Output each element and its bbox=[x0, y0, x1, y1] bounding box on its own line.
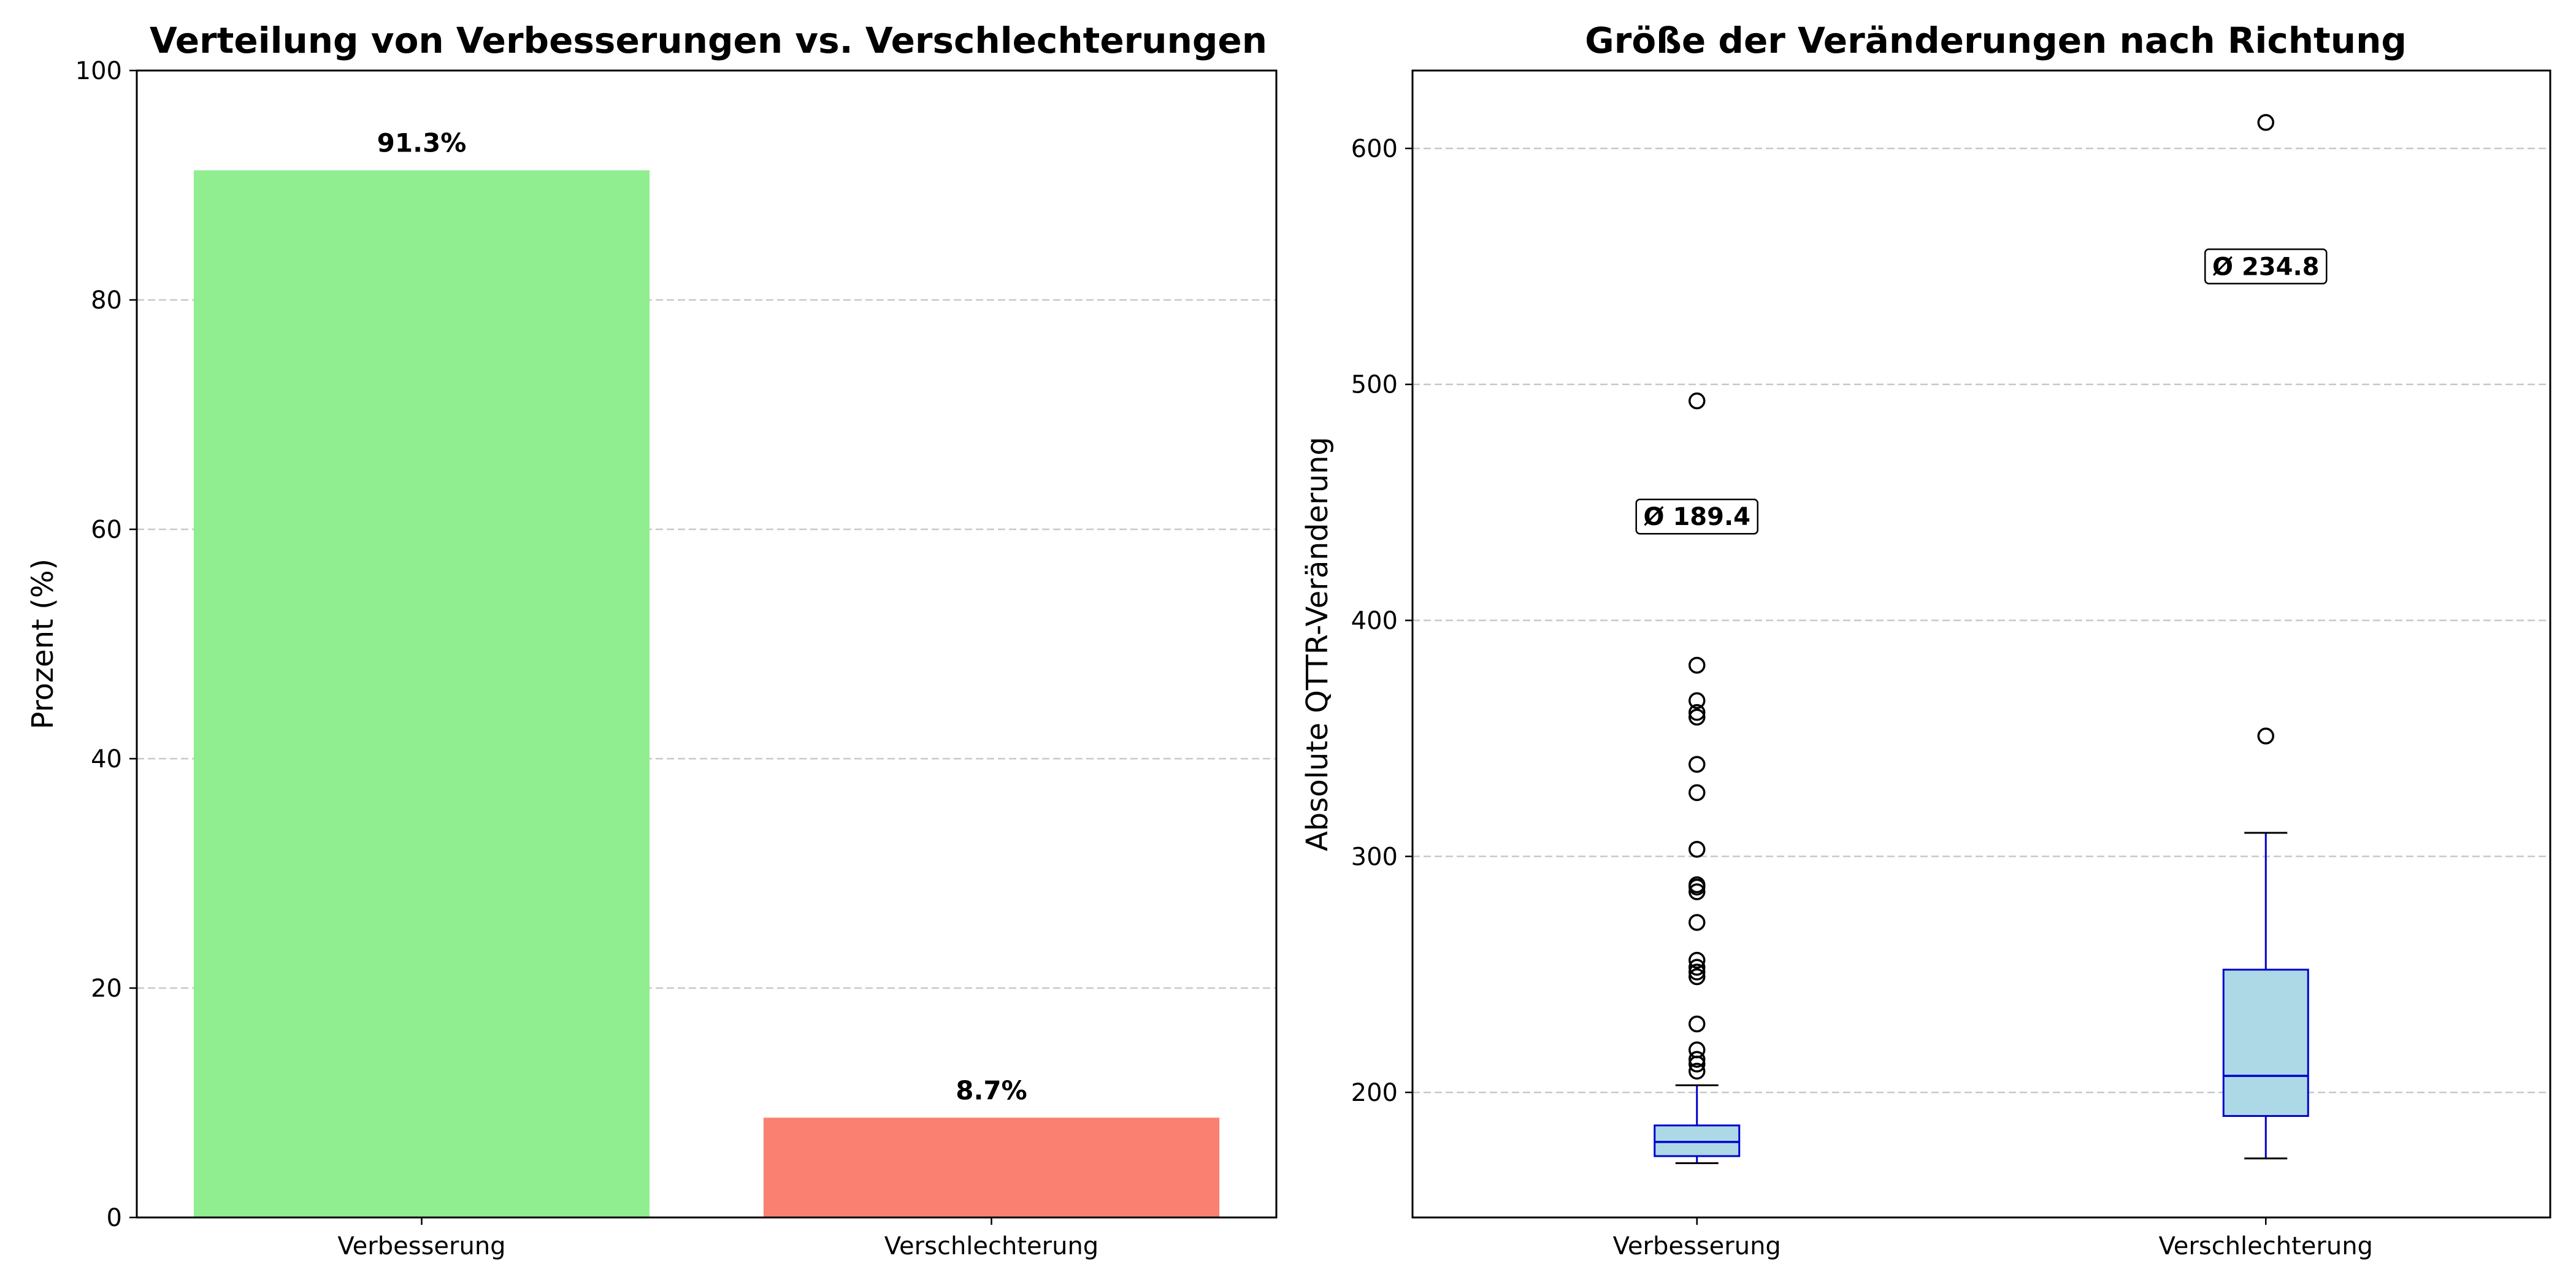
box-outlier-verbesserung-14 bbox=[1689, 784, 1706, 802]
bar-plot-frame bbox=[136, 69, 1278, 1219]
box-outlier-verbesserung-9 bbox=[1689, 914, 1706, 931]
bar-chart-title: Verteilung von Verbesserungen vs. Versch… bbox=[150, 20, 1267, 61]
box-marks: Ø 189.4 Ø 234.8 bbox=[1635, 113, 2328, 1165]
bar-y-ticks: 0 20 40 60 80 100 bbox=[75, 57, 137, 1232]
box-x-ticks: Verbesserung Verschlechterung bbox=[1613, 1217, 2373, 1260]
box-y-axis-label: Absolute QTTR-Veränderung bbox=[1300, 437, 1335, 851]
box-outlier-verbesserung-18 bbox=[1689, 692, 1706, 710]
bar-ytick-label-20: 20 bbox=[91, 975, 122, 1003]
box-outlier-verbesserung-3 bbox=[1689, 1041, 1706, 1059]
box-chart: Größe der Veränderungen nach Richtung Ø … bbox=[1300, 20, 2551, 1260]
box-outlier-verbesserung-19 bbox=[1689, 656, 1706, 674]
box-xtick-label-verbesserung: Verbesserung bbox=[1613, 1232, 1781, 1260]
box-iqr-verschlechterung bbox=[2222, 968, 2309, 1117]
box-outlier-verschlechterung-1 bbox=[2257, 113, 2274, 131]
box-outlier-verbesserung-17 bbox=[1689, 703, 1706, 721]
box-gridlines bbox=[1413, 147, 2550, 1094]
box-outlier-verschlechterung-0 bbox=[2257, 727, 2274, 745]
box-outlier-verbesserung-16 bbox=[1689, 708, 1706, 726]
box-outlier-verbesserung-8 bbox=[1689, 951, 1706, 969]
box-outlier-verbesserung-20 bbox=[1689, 392, 1706, 410]
box-outlier-verbesserung-5 bbox=[1689, 968, 1706, 986]
box-mean-label-verbesserung: Ø 189.4 bbox=[1644, 503, 1750, 531]
bar-y-axis-label: Prozent (%) bbox=[26, 559, 60, 729]
box-mean-label-frame-verbesserung bbox=[1635, 498, 1758, 535]
box-mean-label-frame-verschlechterung bbox=[2204, 248, 2328, 285]
box-outlier-verbesserung-7 bbox=[1689, 959, 1706, 976]
bar-ytick-label-80: 80 bbox=[91, 286, 122, 315]
box-outlier-verbesserung-2 bbox=[1689, 1051, 1706, 1068]
bar-chart: Verteilung von Verbesserungen vs. Versch… bbox=[26, 20, 1278, 1260]
box-iqr-verbesserung bbox=[1654, 1124, 1741, 1157]
box-outlier-verbesserung-13 bbox=[1689, 841, 1706, 858]
box-chart-title: Größe der Veränderungen nach Richtung bbox=[1585, 20, 2407, 61]
bar-verbesserung bbox=[193, 170, 650, 1218]
box-ytick-label-300: 300 bbox=[1351, 843, 1398, 871]
bar-xtick-label-verbesserung: Verbesserung bbox=[337, 1232, 505, 1260]
bar-verschlechterung bbox=[763, 1117, 1220, 1217]
bar-ytick-label-0: 0 bbox=[107, 1204, 122, 1232]
box-ytick-label-600: 600 bbox=[1351, 135, 1398, 163]
box-outlier-verbesserung-12 bbox=[1689, 876, 1706, 894]
box-ytick-label-200: 200 bbox=[1351, 1079, 1398, 1107]
bar-x-ticks: Verbesserung Verschlechterung bbox=[337, 1217, 1098, 1260]
box-outlier-verbesserung-0 bbox=[1689, 1062, 1706, 1080]
bar-ytick-label-60: 60 bbox=[91, 516, 122, 544]
box-y-ticks: 200 300 400 500 600 bbox=[1351, 135, 1413, 1107]
bar-ytick-label-40: 40 bbox=[91, 745, 122, 773]
box-outlier-verbesserung-10 bbox=[1689, 883, 1706, 900]
box-outlier-verbesserung-6 bbox=[1689, 964, 1706, 981]
box-outlier-verbesserung-4 bbox=[1689, 1015, 1706, 1033]
box-outlier-verbesserung-15 bbox=[1689, 756, 1706, 773]
box-plot-frame bbox=[1411, 69, 2551, 1219]
bar-value-label-verbesserung: 91.3% bbox=[377, 128, 467, 158]
box-mean-label-verschlechterung: Ø 234.8 bbox=[2212, 253, 2319, 281]
box-ytick-label-400: 400 bbox=[1351, 607, 1398, 635]
box-xtick-label-verschlechterung: Verschlechterung bbox=[2159, 1232, 2373, 1260]
bar-xtick-label-verschlechterung: Verschlechterung bbox=[884, 1232, 1098, 1260]
bar-marks: 91.3% 8.7% bbox=[193, 128, 1220, 1218]
box-ytick-label-500: 500 bbox=[1351, 371, 1398, 399]
bar-ytick-label-100: 100 bbox=[75, 57, 122, 85]
bar-value-label-verschlechterung: 8.7% bbox=[956, 1075, 1027, 1105]
